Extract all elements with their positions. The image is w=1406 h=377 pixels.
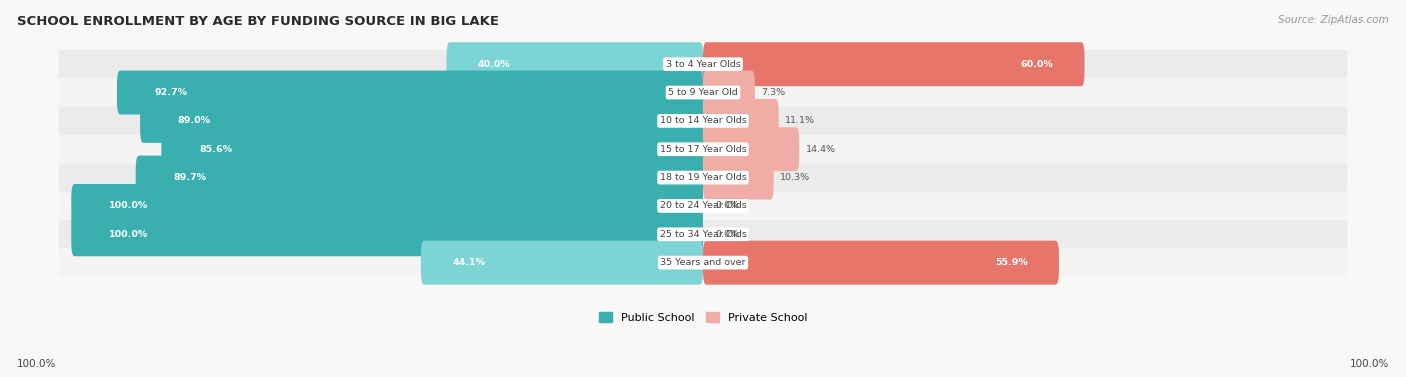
FancyBboxPatch shape	[59, 192, 1347, 220]
Text: 100.0%: 100.0%	[108, 230, 148, 239]
Text: SCHOOL ENROLLMENT BY AGE BY FUNDING SOURCE IN BIG LAKE: SCHOOL ENROLLMENT BY AGE BY FUNDING SOUR…	[17, 15, 499, 28]
Text: 55.9%: 55.9%	[995, 258, 1028, 267]
FancyBboxPatch shape	[141, 99, 703, 143]
Text: 20 to 24 Year Olds: 20 to 24 Year Olds	[659, 201, 747, 210]
FancyBboxPatch shape	[420, 241, 703, 285]
FancyBboxPatch shape	[703, 127, 800, 171]
FancyBboxPatch shape	[162, 127, 703, 171]
FancyBboxPatch shape	[703, 99, 779, 143]
Text: 85.6%: 85.6%	[198, 145, 232, 154]
FancyBboxPatch shape	[703, 42, 1084, 86]
Text: 25 to 34 Year Olds: 25 to 34 Year Olds	[659, 230, 747, 239]
FancyBboxPatch shape	[117, 70, 703, 115]
Text: 100.0%: 100.0%	[108, 201, 148, 210]
Text: 3 to 4 Year Olds: 3 to 4 Year Olds	[665, 60, 741, 69]
FancyBboxPatch shape	[703, 70, 755, 115]
Text: 40.0%: 40.0%	[478, 60, 510, 69]
Text: 11.1%: 11.1%	[785, 116, 815, 126]
FancyBboxPatch shape	[59, 220, 1347, 248]
Text: 15 to 17 Year Olds: 15 to 17 Year Olds	[659, 145, 747, 154]
FancyBboxPatch shape	[59, 163, 1347, 192]
FancyBboxPatch shape	[447, 42, 703, 86]
Text: 100.0%: 100.0%	[1350, 359, 1389, 369]
FancyBboxPatch shape	[59, 50, 1347, 78]
Text: 5 to 9 Year Old: 5 to 9 Year Old	[668, 88, 738, 97]
Text: 10 to 14 Year Olds: 10 to 14 Year Olds	[659, 116, 747, 126]
Text: 14.4%: 14.4%	[806, 145, 835, 154]
Text: 44.1%: 44.1%	[453, 258, 485, 267]
Text: 89.7%: 89.7%	[173, 173, 207, 182]
Legend: Public School, Private School: Public School, Private School	[595, 308, 811, 327]
Text: 0.0%: 0.0%	[716, 230, 740, 239]
FancyBboxPatch shape	[59, 78, 1347, 107]
FancyBboxPatch shape	[703, 241, 1059, 285]
Text: Source: ZipAtlas.com: Source: ZipAtlas.com	[1278, 15, 1389, 25]
FancyBboxPatch shape	[703, 156, 773, 199]
FancyBboxPatch shape	[72, 212, 703, 256]
Text: 7.3%: 7.3%	[761, 88, 786, 97]
Text: 18 to 19 Year Olds: 18 to 19 Year Olds	[659, 173, 747, 182]
Text: 100.0%: 100.0%	[17, 359, 56, 369]
FancyBboxPatch shape	[136, 156, 703, 199]
Text: 60.0%: 60.0%	[1021, 60, 1053, 69]
Text: 10.3%: 10.3%	[780, 173, 810, 182]
FancyBboxPatch shape	[59, 135, 1347, 163]
Text: 92.7%: 92.7%	[155, 88, 187, 97]
Text: 35 Years and over: 35 Years and over	[661, 258, 745, 267]
Text: 89.0%: 89.0%	[177, 116, 211, 126]
Text: 0.0%: 0.0%	[716, 201, 740, 210]
FancyBboxPatch shape	[59, 107, 1347, 135]
FancyBboxPatch shape	[72, 184, 703, 228]
FancyBboxPatch shape	[59, 248, 1347, 277]
